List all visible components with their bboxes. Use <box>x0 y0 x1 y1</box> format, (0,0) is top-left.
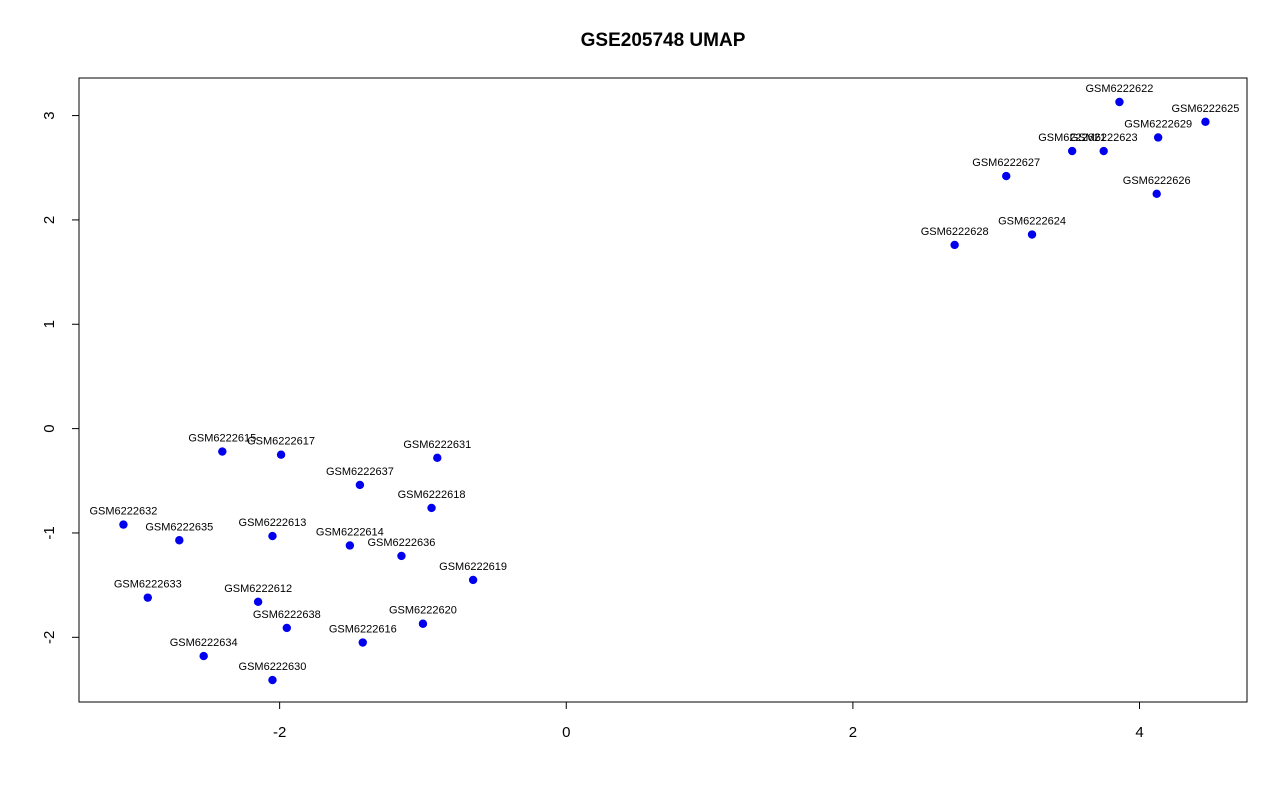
x-tick-label: 0 <box>562 724 570 741</box>
y-tick-label: -1 <box>41 526 58 539</box>
scatter-point <box>1153 133 1163 142</box>
point-label: GSM6222628 <box>921 226 989 238</box>
point-label: GSM6222630 <box>239 661 307 673</box>
point-label: GSM6222627 <box>972 157 1040 169</box>
point-label: GSM6222617 <box>247 436 315 448</box>
scatter-point <box>119 520 128 529</box>
x-axis: -2 0 2 4 <box>273 702 1144 741</box>
point-label: GSM6222634 <box>170 637 238 649</box>
scatter-point <box>282 623 292 633</box>
scatter-point <box>276 450 286 459</box>
point-label: GSM6222615 <box>188 433 256 445</box>
point-label: GSM6222624 <box>998 216 1066 228</box>
point-label: GSM6222614 <box>316 526 384 538</box>
y-axis: -2 -1 0 1 2 3 <box>41 111 79 644</box>
point-label: GSM6222638 <box>253 609 321 621</box>
scatter-point <box>253 597 263 607</box>
point-label: GSM6222623 <box>1070 132 1138 144</box>
scatter-point <box>1002 171 1011 181</box>
point-label: GSM6222620 <box>389 605 457 617</box>
point-label: GSM6222631 <box>403 439 471 451</box>
scatter-point <box>1201 117 1210 127</box>
point-label: GSM6222616 <box>329 624 397 636</box>
y-tick-label: -2 <box>41 631 58 644</box>
y-tick-label: 0 <box>41 424 58 432</box>
point-label: GSM6222629 <box>1124 118 1192 130</box>
scatter-point <box>355 480 365 490</box>
point-label: GSM6222633 <box>114 579 182 591</box>
scatter-point <box>1115 97 1124 107</box>
scatter-point <box>218 447 227 456</box>
x-tick-label: 2 <box>849 724 857 741</box>
point-label: GSM6222635 <box>145 521 213 533</box>
scatter-point <box>268 675 277 685</box>
point-label: GSM6222622 <box>1086 83 1154 95</box>
y-tick-label: 3 <box>41 111 58 119</box>
scatter-point <box>468 575 478 585</box>
point-label: GSM6222637 <box>326 466 394 478</box>
scatter-point <box>143 593 152 602</box>
scatter-point <box>1099 146 1108 156</box>
point-label: GSM6222618 <box>398 489 466 501</box>
scatter-point <box>175 536 184 545</box>
scatter-point <box>1067 146 1077 156</box>
point-label: GSM6222613 <box>239 517 307 529</box>
scatter-point <box>358 638 367 647</box>
x-tick-label: -2 <box>273 724 286 741</box>
point-label: GSM6222619 <box>439 561 507 573</box>
scatter-point <box>950 240 959 250</box>
point-label: GSM6222621 <box>1038 132 1106 144</box>
scatter-point <box>345 541 355 550</box>
point-labels: GSM6222622 GSM6222625 GSM6222629 GSM6222621… <box>89 83 1239 673</box>
scatter-point <box>1152 189 1161 199</box>
plot-frame <box>78 77 1248 703</box>
chart-title: GSE205748 UMAP <box>581 30 746 51</box>
scatter-points <box>119 97 1210 685</box>
point-label: GSM6222625 <box>1171 103 1239 115</box>
scatter-point <box>199 651 208 661</box>
scatter-point <box>433 453 442 463</box>
scatter-point <box>268 531 277 541</box>
point-label: GSM6222626 <box>1123 175 1191 187</box>
point-label: GSM6222612 <box>224 583 292 595</box>
scatter-point <box>418 619 428 628</box>
point-label: GSM6222636 <box>368 537 436 549</box>
scatter-point <box>397 551 406 561</box>
scatter-point <box>1027 230 1037 239</box>
scatter-point <box>427 503 436 513</box>
x-tick-label: 4 <box>1135 724 1143 741</box>
y-tick-label: 1 <box>41 320 58 328</box>
y-tick-label: 2 <box>41 216 58 224</box>
point-label: GSM6222632 <box>89 506 157 518</box>
